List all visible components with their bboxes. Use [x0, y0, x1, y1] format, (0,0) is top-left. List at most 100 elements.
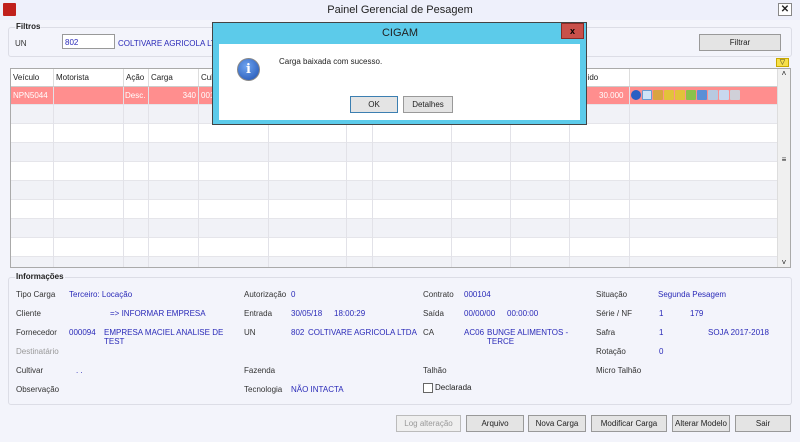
tree-icon[interactable] — [697, 90, 707, 100]
scroll-up-icon[interactable]: ˄ — [781, 69, 787, 78]
col-acao[interactable]: Ação — [124, 69, 149, 86]
fazenda-label: Fazenda — [244, 366, 276, 375]
truck-forward-icon[interactable] — [686, 90, 696, 100]
tecnologia-label: Tecnologia — [244, 385, 283, 394]
window-close-button[interactable]: ✕ — [778, 3, 792, 16]
rotacao-label: Rotação — [596, 347, 626, 356]
alterar-modelo-button[interactable]: Alterar Modelo — [672, 415, 730, 432]
nf-value: 179 — [690, 309, 704, 318]
table-icon[interactable] — [642, 90, 652, 100]
un-label: UN — [15, 39, 27, 48]
cliente-value: => INFORMAR EMPRESA — [110, 309, 206, 318]
modificar-carga-button[interactable]: Modificar Carga — [591, 415, 667, 432]
sair-button[interactable]: Sair — [735, 415, 791, 432]
table-row[interactable] — [11, 143, 778, 162]
contrato-label: Contrato — [423, 290, 454, 299]
cell-acao: Desc. — [125, 91, 146, 100]
col-motorista[interactable]: Motorista — [54, 69, 124, 86]
serie-nf-label: Série / NF — [596, 309, 633, 318]
ca-label: CA — [423, 328, 435, 337]
talhao-label: Talhão — [423, 366, 447, 375]
arquivo-button[interactable]: Arquivo — [466, 415, 524, 432]
un-info-code: 802 — [291, 328, 305, 337]
truck-warning-icon[interactable] — [664, 90, 674, 100]
vertical-scrollbar[interactable]: ˄ ≡ ˅ — [777, 69, 790, 267]
dialog-title: CIGAM — [381, 27, 419, 39]
ca-name: BUNGE ALIMENTOS - TERCE — [487, 328, 569, 346]
rotacao-value: 0 — [659, 347, 664, 356]
col-actions — [630, 69, 778, 86]
ca-code: AC06 — [464, 328, 485, 337]
tecnologia-value: NÃO INTACTA — [291, 385, 344, 394]
table-row[interactable] — [11, 162, 778, 181]
saida-time: 00:00:00 — [507, 309, 539, 318]
document-icon[interactable] — [708, 90, 718, 100]
table-row[interactable] — [11, 181, 778, 200]
fornecedor-label: Fornecedor — [16, 328, 57, 337]
cliente-label: Cliente — [16, 309, 41, 318]
entrada-label: Entrada — [244, 309, 273, 318]
entrada-date: 30/05/18 — [291, 309, 323, 318]
observacao-label: Observação — [16, 385, 60, 394]
expand-icon[interactable]: ▽ — [776, 58, 789, 67]
declarada-checkbox[interactable]: Declarada — [423, 383, 471, 393]
message-dialog: CIGAM x i Carga baixada com sucesso. OK … — [212, 22, 587, 125]
window-title: Painel Gerencial de Pesagem — [327, 4, 473, 16]
declarada-label: Declarada — [435, 383, 472, 393]
entrada-time: 18:00:29 — [334, 309, 366, 318]
filters-title: Filtros — [15, 22, 42, 31]
serie-value: 1 — [659, 309, 664, 318]
saida-label: Saída — [423, 309, 444, 318]
col-carga[interactable]: Carga — [149, 69, 199, 86]
app-icon — [3, 3, 16, 16]
micro-talhao-label: Micro Talhão — [596, 366, 642, 375]
table-row[interactable] — [11, 238, 778, 257]
dialog-close-button[interactable]: x — [561, 23, 584, 39]
info-title: Informações — [15, 272, 65, 281]
log-button[interactable]: Log alteração — [396, 415, 461, 432]
un-input[interactable]: 802 — [62, 34, 115, 49]
info-group — [8, 277, 792, 405]
cell-cultivar: 001 — [201, 91, 215, 100]
tipo-carga-value: Terceiro: Locação — [69, 290, 133, 299]
truck-warning-icon[interactable] — [675, 90, 685, 100]
info-icon: i — [237, 58, 260, 81]
un-name: COLTIVARE AGRICOLA LTDA — [118, 39, 227, 48]
autorizacao-label: Autorização — [244, 290, 287, 299]
safra-name: SOJA 2017-2018 — [708, 328, 769, 337]
fornecedor-name: EMPRESA MACIEL ANALISE DE TEST — [104, 328, 224, 346]
un-info-name: COLTIVARE AGRICOLA LTDA — [308, 328, 417, 337]
situacao-value: Segunda Pesagem — [658, 290, 727, 299]
cell-carga: 340 — [182, 91, 196, 100]
destinatario-label: Destinatário — [16, 347, 59, 356]
tipo-carga-label: Tipo Carga — [16, 290, 56, 299]
table-row[interactable] — [11, 219, 778, 238]
filter-button[interactable]: Filtrar — [699, 34, 781, 51]
table-row[interactable] — [11, 200, 778, 219]
dialog-message: Carga baixada com sucesso. — [279, 57, 383, 66]
document-icon[interactable] — [719, 90, 729, 100]
scroll-thumb[interactable]: ≡ — [781, 155, 787, 164]
title-bar — [0, 0, 800, 20]
safra-code: 1 — [659, 328, 664, 337]
safra-label: Safra — [596, 328, 616, 337]
un-info-label: UN — [244, 328, 256, 337]
saida-date: 00/00/00 — [464, 309, 496, 318]
print-icon[interactable] — [730, 90, 740, 100]
col-veiculo[interactable]: Veículo — [11, 69, 54, 86]
truck-remove-icon[interactable] — [653, 90, 663, 100]
details-button[interactable]: Detalhes — [403, 96, 453, 113]
fornecedor-code: 000094 — [69, 328, 96, 337]
nova-carga-button[interactable]: Nova Carga — [528, 415, 586, 432]
table-row[interactable] — [11, 124, 778, 143]
ok-button[interactable]: OK — [350, 96, 398, 113]
autorizacao-value: 0 — [291, 290, 296, 299]
table-row[interactable] — [11, 257, 778, 267]
cultivar-value: . . — [76, 366, 83, 375]
scroll-down-icon[interactable]: ˅ — [781, 258, 787, 267]
info-icon[interactable] — [631, 90, 641, 100]
cultivar-label: Cultivar — [16, 366, 44, 375]
cell-veiculo: NPN5044 — [13, 91, 48, 100]
situacao-label: Situação — [596, 290, 628, 299]
row-actions — [631, 90, 741, 100]
